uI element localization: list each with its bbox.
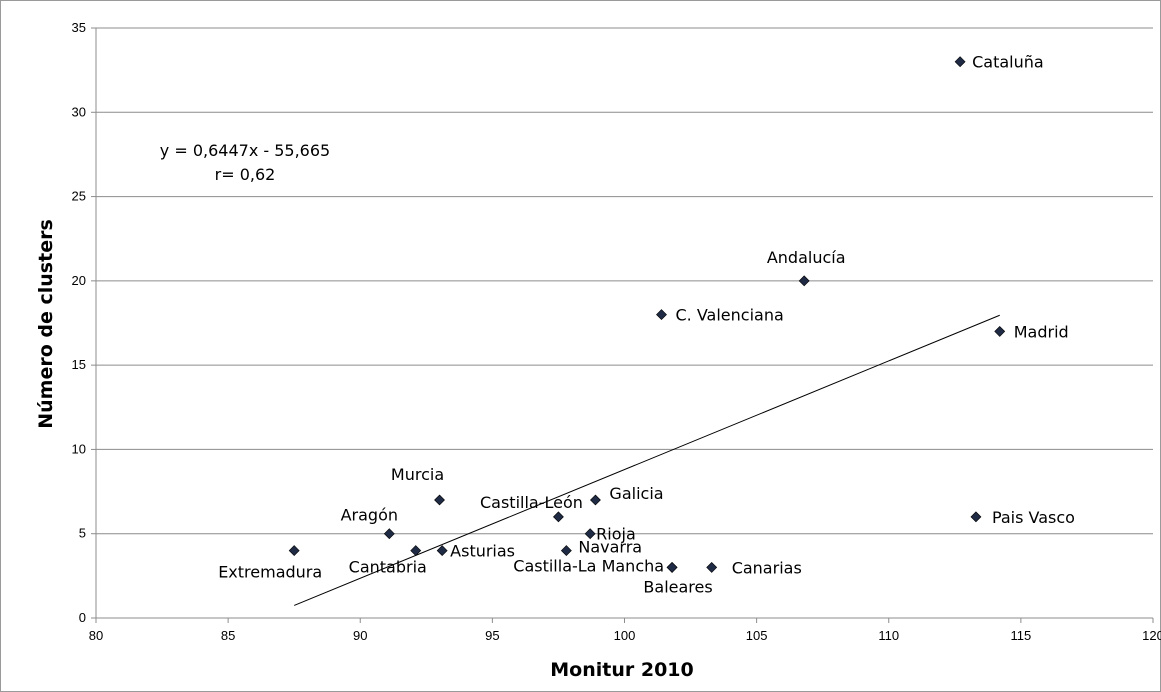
point-label-galicia: Galicia <box>609 484 663 503</box>
point-castilla-le-n <box>553 511 564 523</box>
point-pais-vasco <box>970 511 982 523</box>
point-label-navarra: Navarra <box>578 538 642 557</box>
point-label-cantabria: Cantabria <box>349 558 427 577</box>
trendline-equation: y = 0,6447x - 55,665 <box>160 141 330 160</box>
y-tick-label-30: 30 <box>72 104 86 119</box>
point-extremadura <box>288 545 300 556</box>
point-cantabria <box>410 545 422 556</box>
point-label-andaluc-a: Andalucía <box>767 248 846 267</box>
gridlines <box>96 27 1153 535</box>
point-label-arag-n: Aragón <box>341 506 398 525</box>
point-label-murcia: Murcia <box>391 465 444 484</box>
point-galicia <box>590 494 601 506</box>
y-axis-title: Número de clusters <box>35 219 57 429</box>
y-tick-label-10: 10 <box>72 441 86 456</box>
x-tick-label-110: 110 <box>878 628 899 643</box>
point-label-castilla-la-mancha: Castilla-La Mancha <box>513 556 664 575</box>
point-rioja <box>584 528 596 540</box>
y-tick-label-0: 0 <box>79 610 86 625</box>
x-tick-label-115: 115 <box>1011 628 1032 643</box>
trendline <box>293 314 1000 606</box>
point-murcia <box>434 494 445 506</box>
x-tick-label-105: 105 <box>746 628 768 643</box>
point-label-madrid: Madrid <box>1014 322 1069 341</box>
point-catalu-a <box>954 56 966 68</box>
x-tick-label-90: 90 <box>353 628 367 643</box>
point-navarra <box>560 545 572 556</box>
y-tick-label-20: 20 <box>72 273 86 288</box>
data-points <box>288 56 1006 573</box>
point-label-castilla-le-n: Castilla-León <box>480 493 583 512</box>
x-tick-label-95: 95 <box>485 628 499 643</box>
point-label-c-valenciana: C. Valenciana <box>675 306 783 325</box>
point-label-catalu-a: Cataluña <box>972 53 1044 72</box>
point-label-rioja: Rioja <box>596 525 636 544</box>
x-tick-label-100: 100 <box>614 628 636 643</box>
point-canarias <box>706 562 718 573</box>
point-label-baleares: Baleares <box>643 577 712 596</box>
point-baleares <box>666 562 678 573</box>
y-tick-label-15: 15 <box>72 357 86 372</box>
x-tick-label-80: 80 <box>89 628 103 643</box>
point-arag-n <box>383 528 395 540</box>
tick-labels: 0 5 10 15 20 25 30 35 80 85 90 95 100 105 110 115 120 <box>72 20 1161 643</box>
y-tick-label-25: 25 <box>72 189 86 204</box>
point-label-pais-vasco: Pais Vasco <box>992 508 1075 527</box>
point-label-extremadura: Extremadura <box>218 563 322 582</box>
point-label-canarias: Canarias <box>732 558 802 577</box>
point-asturias <box>436 545 448 556</box>
trendline-line <box>293 314 1000 606</box>
point-label-asturias: Asturias <box>450 542 515 561</box>
x-tick-label-120: 120 <box>1142 628 1161 643</box>
point-c-valenciana <box>656 309 667 320</box>
correlation-coefficient: r= 0,62 <box>215 165 276 184</box>
x-axis-title: Monitur 2010 <box>550 659 693 681</box>
axes <box>91 27 1154 623</box>
point-andaluc-a <box>798 275 810 287</box>
x-tick-label-85: 85 <box>221 628 235 643</box>
point-labels: Cataluña Andalucía C. Valenciana Madrid Murc… <box>218 53 1075 597</box>
y-tick-label-5: 5 <box>79 526 86 541</box>
y-tick-label-35: 35 <box>72 20 86 35</box>
point-madrid <box>994 326 1006 337</box>
